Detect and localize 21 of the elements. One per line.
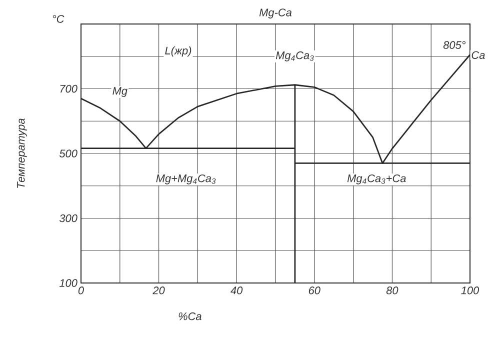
- y-axis-title: Температура: [17, 118, 27, 188]
- text: °C: [52, 15, 64, 23]
- annotation: Mg$_{4}$Ca$_{3}$: [276, 51, 314, 62]
- annotation: Mg$_{4}$Ca$_{3}$+Ca: [347, 174, 406, 184]
- y-tick-label: 100: [59, 279, 78, 287]
- annotation: Mg+Mg$_{4}$Ca$_{3}$: [156, 174, 216, 184]
- y-tick-label: 300: [59, 214, 78, 222]
- chart-title: Mg-Ca: [259, 8, 292, 18]
- x-tick-label: 20: [152, 286, 165, 294]
- text: Ca: [472, 51, 485, 59]
- x-tick-label: 80: [386, 286, 398, 294]
- y-tick-label: 700: [60, 84, 78, 93]
- x-axis-title: %Ca: [178, 312, 202, 320]
- annotation: L(жр): [165, 46, 192, 57]
- y-tick-label: 500: [59, 150, 78, 158]
- x-tick-label: 60: [308, 286, 320, 294]
- annotation: Mg: [112, 87, 128, 97]
- x-tick-label: 40: [230, 286, 243, 294]
- x-tick-label: 0: [78, 286, 84, 294]
- annotation: 805°: [443, 41, 466, 49]
- x-tick-label: 100: [461, 286, 480, 294]
